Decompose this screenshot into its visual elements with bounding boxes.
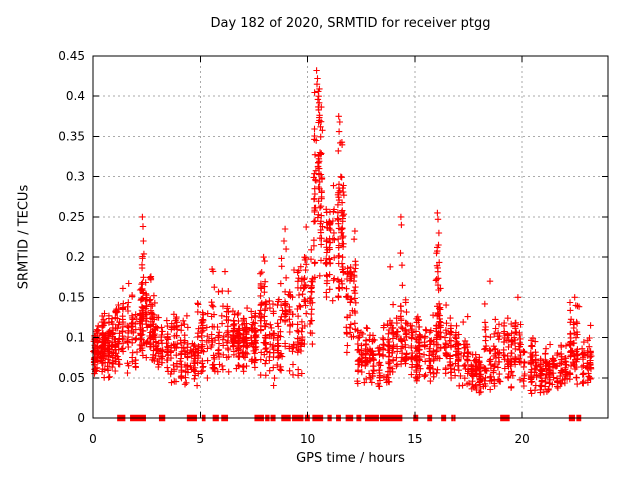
y-tick-label: 0.45	[58, 49, 85, 63]
y-tick-label: 0.4	[66, 89, 85, 103]
y-tick-label: 0.05	[58, 371, 85, 385]
y-tick-label: 0.3	[66, 170, 85, 184]
x-tick-label: 0	[89, 432, 97, 446]
y-tick-label: 0	[77, 411, 85, 425]
y-tick-label: 0.25	[58, 210, 85, 224]
chart-title: Day 182 of 2020, SRMTID for receiver ptg…	[210, 16, 491, 31]
plot-border	[92, 55, 609, 419]
y-axis-title: SRMTID / TECUs	[16, 184, 32, 290]
x-tick-label: 15	[407, 432, 422, 446]
y-tick-label: 0.15	[58, 290, 85, 304]
scatter-points	[90, 67, 595, 422]
y-tick-label: 0.35	[58, 129, 85, 143]
x-tick-label: 10	[300, 432, 315, 446]
y-tick-label: 0.2	[66, 250, 85, 264]
grid-lines	[93, 56, 608, 418]
x-axis-title: GPS time / hours	[296, 451, 405, 466]
x-tick-label: 20	[515, 432, 530, 446]
y-tick-label: 0.1	[66, 331, 85, 345]
x-tick-label: 5	[196, 432, 204, 446]
